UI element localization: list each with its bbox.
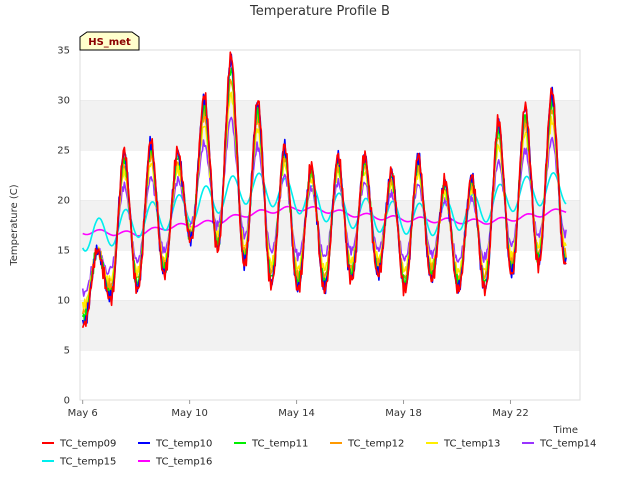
x-tick-label: May 10 — [171, 408, 208, 419]
legend-label: TC_temp12 — [347, 439, 404, 450]
y-tick-label: 10 — [57, 296, 70, 307]
legend-label: TC_temp10 — [155, 439, 212, 450]
grid-bands — [80, 49, 580, 400]
x-tick-label: May 22 — [492, 408, 529, 419]
series-line-tc-temp14 — [81, 116, 567, 297]
legend-label: TC_temp11 — [251, 439, 308, 450]
legend-item-tc-temp14: TC_temp14 — [522, 439, 596, 450]
legend-label: TC_temp14 — [539, 439, 596, 450]
hs-met-badge: HS_met — [79, 31, 140, 51]
legend-label: TC_temp13 — [443, 439, 500, 450]
x-tick-label: May 18 — [385, 408, 422, 419]
series-layer — [81, 51, 567, 329]
legend-label: TC_temp09 — [59, 439, 116, 450]
series-line-tc-temp15 — [81, 172, 567, 252]
x-tick-label: May 6 — [68, 408, 98, 419]
grid-band — [80, 350, 580, 400]
chart-title: Temperature Profile B — [249, 4, 390, 19]
x-axis-title: Time — [553, 425, 578, 436]
legend-label: TC_temp15 — [59, 457, 116, 468]
legend-label: TC_temp16 — [155, 457, 212, 468]
y-tick-label: 25 — [57, 146, 70, 157]
y-tick-label: 30 — [57, 96, 70, 107]
legend-item-tc-temp09: TC_temp09 — [42, 439, 116, 450]
grid-band — [80, 100, 580, 150]
y-tick-label: 35 — [57, 46, 70, 57]
hs-met-badge-label: HS_met — [88, 37, 131, 48]
x-axis-ticks: May 6 May 10 May 14 May 18 May 22 — [68, 400, 529, 419]
x-tick-label: May 14 — [278, 408, 315, 419]
legend-item-tc-temp11: TC_temp11 — [234, 439, 308, 450]
y-tick-label: 15 — [57, 246, 70, 257]
legend-item-tc-temp16: TC_temp16 — [138, 457, 212, 468]
y-tick-label: 20 — [57, 196, 70, 207]
grid-band — [80, 300, 580, 350]
legend-item-tc-temp12: TC_temp12 — [330, 439, 404, 450]
y-tick-label: 0 — [64, 396, 70, 407]
y-axis-ticks: 0 5 10 15 20 25 30 35 — [57, 46, 70, 407]
grid-band — [80, 50, 580, 100]
y-tick-label: 5 — [64, 346, 70, 357]
y-axis-title: Temperature (C) — [9, 184, 20, 266]
legend-item-tc-temp10: TC_temp10 — [138, 439, 212, 450]
plot-area-border — [79, 49, 581, 401]
legend: TC_temp09 TC_temp10 TC_temp11 TC_temp12 TC_t… — [42, 439, 596, 468]
legend-item-tc-temp13: TC_temp13 — [426, 439, 500, 450]
series-line-tc-temp09 — [81, 51, 567, 329]
legend-item-tc-temp15: TC_temp15 — [42, 457, 116, 468]
